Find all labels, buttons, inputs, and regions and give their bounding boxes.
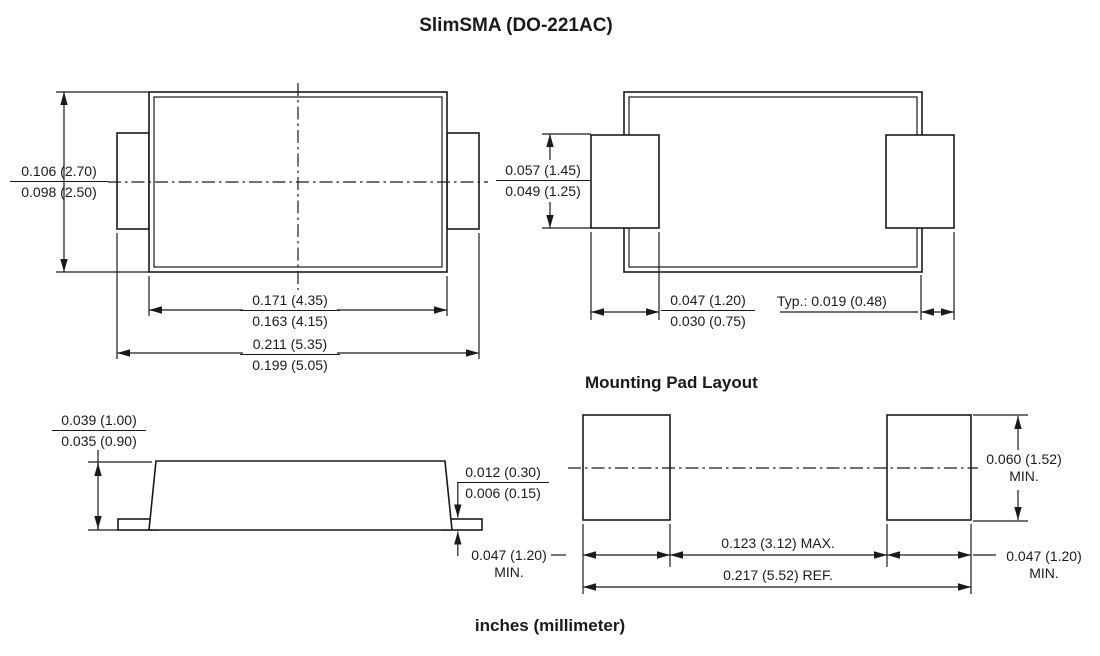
- dim-min: 0.035 (0.90): [61, 433, 137, 449]
- dim-min: 0.006 (0.15): [465, 485, 541, 501]
- back-view-right-terminal: [885, 134, 955, 229]
- side-view-standoff-dim: 0.012 (0.30) 0.006 (0.15): [457, 463, 549, 502]
- mounting-pad-dimensions: [551, 414, 1028, 594]
- dim-value: 0.047 (1.20): [1006, 548, 1082, 564]
- back-view-left-terminal: [590, 134, 660, 229]
- back-view-dimensions: [542, 133, 955, 320]
- top-view-body-height-dim: 0.106 (2.70) 0.098 (2.50): [10, 162, 108, 201]
- mounting-pad-left-width-dim: 0.047 (1.20) MIN.: [468, 547, 550, 581]
- back-view-terminal-height-dim: 0.057 (1.45) 0.049 (1.25): [496, 161, 590, 200]
- mounting-pad-overall-dim: 0.217 (5.52) REF.: [723, 567, 833, 583]
- dim-max: 0.171 (4.35): [240, 291, 340, 311]
- dim-max: 0.106 (2.70): [10, 162, 108, 182]
- dim-min: 0.163 (4.15): [252, 313, 328, 329]
- mounting-pad-height-dim: 0.060 (1.52) MIN.: [978, 451, 1070, 485]
- dim-max: 0.057 (1.45): [496, 161, 590, 181]
- dim-min: 0.049 (1.25): [505, 183, 581, 199]
- page-title: SlimSMA (DO-221AC): [419, 15, 613, 36]
- back-view-terminal-width-dim: 0.047 (1.20) 0.030 (0.75): [661, 291, 755, 330]
- dim-qualifier: MIN.: [1029, 565, 1059, 581]
- back-view-typ-dim: Typ.: 0.019 (0.48): [777, 293, 887, 309]
- back-view-body-outer: [623, 91, 923, 273]
- dim-min: 0.030 (0.75): [670, 313, 746, 329]
- top-view-body-width-dim: 0.171 (4.35) 0.163 (4.15): [240, 291, 340, 330]
- top-view-centerlines: [108, 83, 488, 290]
- top-view-overall-width-dim: 0.211 (5.35) 0.199 (5.05): [240, 335, 340, 374]
- dim-max: 0.039 (1.00): [52, 411, 146, 431]
- side-view-height-dim: 0.039 (1.00) 0.035 (0.90): [52, 411, 146, 450]
- side-view-outline: [117, 460, 483, 531]
- dim-qualifier: MIN.: [494, 564, 524, 580]
- dim-qualifier: MIN.: [1009, 468, 1039, 484]
- mounting-pad-right-width-dim: 0.047 (1.20) MIN.: [998, 548, 1090, 582]
- dim-max: 0.047 (1.20): [661, 291, 755, 311]
- top-view-left-tab: [116, 132, 150, 230]
- dim-value: 0.047 (1.20): [471, 547, 547, 563]
- mounting-pad-gap-dim: 0.123 (3.12) MAX.: [721, 535, 835, 551]
- mounting-pad-title: Mounting Pad Layout: [585, 373, 758, 392]
- dim-max: 0.211 (5.35): [240, 335, 340, 355]
- side-view-dimensions: [88, 450, 462, 556]
- top-view-right-tab: [446, 132, 480, 230]
- side-view-body: [148, 460, 453, 531]
- dim-min: 0.098 (2.50): [21, 184, 97, 200]
- dim-min: 0.199 (5.05): [252, 357, 328, 373]
- dim-max: 0.012 (0.30): [457, 463, 549, 483]
- back-view-outline: [590, 91, 955, 273]
- units-note: inches (millimeter): [474, 616, 626, 635]
- dim-value: 0.060 (1.52): [986, 451, 1062, 467]
- top-view-dimensions: [56, 91, 480, 359]
